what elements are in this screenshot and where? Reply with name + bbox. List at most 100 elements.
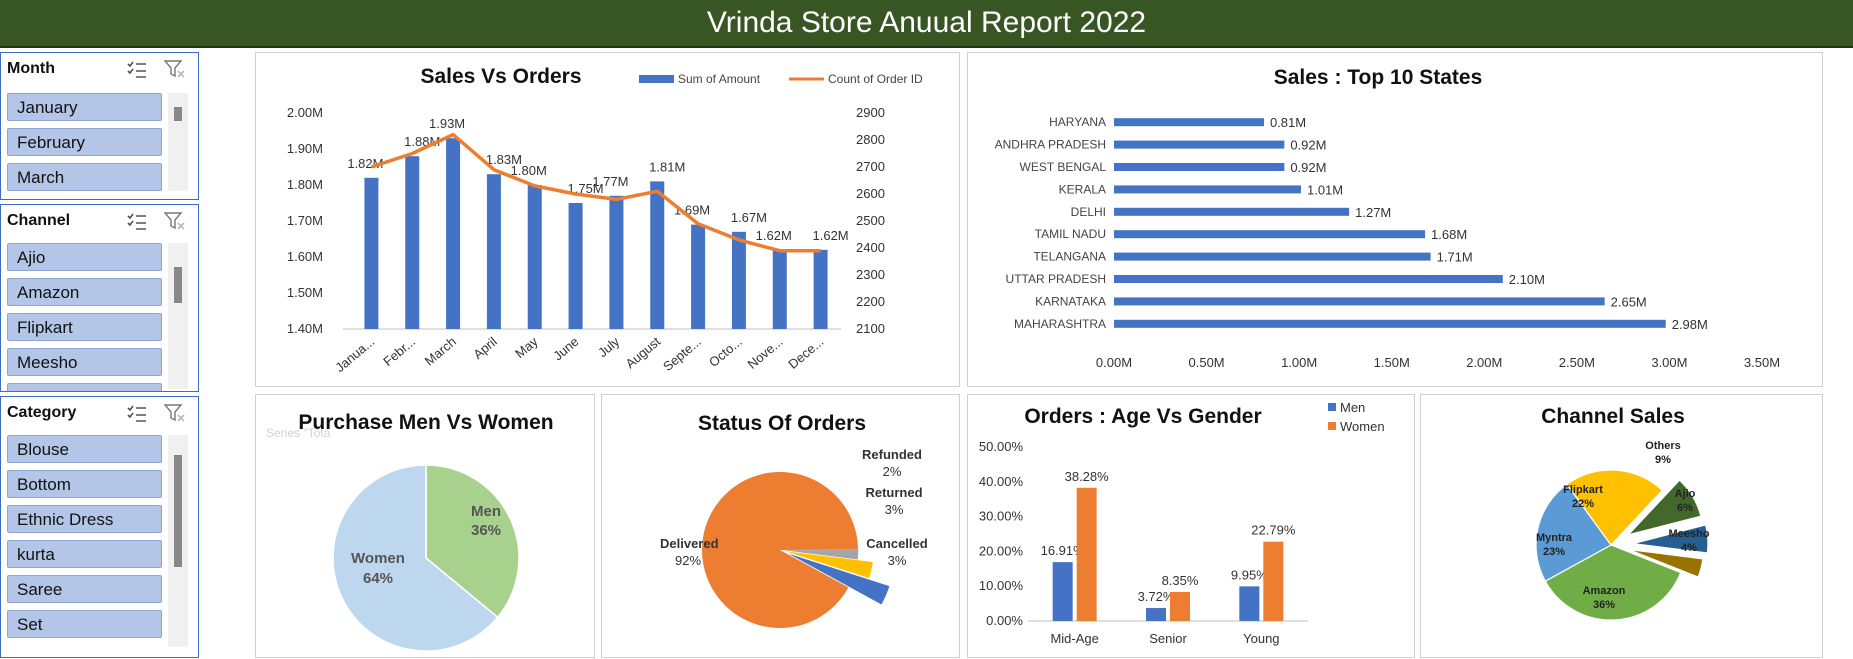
y-tick: 10.00% — [979, 578, 1024, 593]
slice-name: Women — [351, 550, 405, 567]
scroll-thumb[interactable] — [174, 107, 182, 121]
slice-label: 36% — [1593, 599, 1615, 611]
multi-select-icon[interactable] — [126, 211, 148, 231]
y-tick: 40.00% — [979, 474, 1024, 489]
legend-label: Men — [1340, 400, 1365, 415]
bar-age — [1052, 562, 1073, 621]
bar-state — [1114, 319, 1666, 328]
pie-slice — [702, 472, 858, 628]
x-tick: July — [595, 333, 623, 360]
x-tick: Young — [1243, 631, 1279, 646]
bar-age — [1263, 541, 1284, 621]
slicer-title: Channel — [7, 212, 71, 229]
x-tick: Nove... — [744, 334, 785, 372]
slicer-item-meesho[interactable]: Meesho — [7, 348, 162, 376]
y-tick-left: 1.60M — [287, 249, 323, 264]
slice-name: Flipkart — [1563, 484, 1603, 496]
y-tick: TELANGANA — [1033, 250, 1106, 264]
slicer-item-set[interactable]: Set — [7, 610, 162, 638]
slicer-scrollbar[interactable] — [168, 435, 188, 647]
channel-sales-panel[interactable]: Channel Sales Amazon 36% Myntra 23% Flipkart 2… — [1420, 394, 1823, 658]
x-tick: March — [422, 334, 459, 369]
bar-state — [1114, 185, 1301, 194]
x-tick: Janua... — [332, 334, 377, 375]
scroll-thumb[interactable] — [174, 455, 182, 567]
channel-slicer[interactable]: Channel Ajio Amazon Flipkart Meesho — [0, 204, 199, 392]
slicer-item-saree[interactable]: Saree — [7, 575, 162, 603]
slicer-item-kurta[interactable]: kurta — [7, 540, 162, 568]
slicer-item-blouse[interactable]: Blouse — [7, 435, 162, 463]
slicer-scrollbar[interactable] — [168, 243, 188, 389]
y-tick: UTTAR PRADESH — [1006, 272, 1106, 286]
slice-name: Delivered — [660, 536, 719, 551]
y-tick: MAHARASHTRA — [1014, 317, 1106, 331]
clear-filter-icon[interactable] — [164, 403, 186, 423]
slicer-item-january[interactable]: January — [7, 93, 162, 121]
clear-filter-icon[interactable] — [164, 59, 186, 79]
month-slicer[interactable]: Month January February March — [0, 52, 199, 200]
slicer-item-partial[interactable] — [7, 383, 162, 391]
x-tick: 1.50M — [1374, 355, 1410, 370]
y-tick: 20.00% — [979, 543, 1024, 558]
slicer-item-flipkart[interactable]: Flipkart — [7, 313, 162, 341]
slice-label: 3% — [885, 502, 904, 517]
scroll-thumb[interactable] — [174, 267, 182, 303]
legend-label: Women — [1340, 419, 1385, 434]
data-label: 1.62M — [813, 228, 849, 243]
slice-label: 22% — [1572, 498, 1594, 510]
y-tick: DELHI — [1071, 205, 1106, 219]
sales-vs-orders-panel[interactable]: Sales Vs Orders Sum of Amount Count of Ord… — [255, 52, 960, 387]
slicer-item-bottom[interactable]: Bottom — [7, 470, 162, 498]
y-tick-right: 2200 — [856, 294, 885, 309]
y-tick-right: 2100 — [856, 321, 885, 336]
pie-slice — [788, 553, 890, 605]
pie-slice — [425, 464, 520, 619]
multi-select-icon[interactable] — [126, 403, 148, 423]
top-states-chart: Sales : Top 10 States 0.00M 0.50M 1.00M 1.50… — [995, 66, 1780, 370]
slice-label: 92% — [675, 553, 701, 568]
slicer-item-february[interactable]: February — [7, 128, 162, 156]
multi-select-icon[interactable] — [126, 59, 148, 79]
slicer-item-march[interactable]: March — [7, 163, 162, 191]
age-vs-gender-panel[interactable]: Orders : Age Vs Gender 0.00% 10.00% 20.00% 3… — [967, 394, 1415, 658]
slicer-item-amazon[interactable]: Amazon — [7, 278, 162, 306]
y-tick-left: 1.80M — [287, 177, 323, 192]
slicer-item-ethnic-dress[interactable]: Ethnic Dress — [7, 505, 162, 533]
bar-age — [1239, 586, 1260, 621]
bar-amount — [691, 224, 706, 329]
x-tick: 1.00M — [1281, 355, 1317, 370]
top-states-panel[interactable]: Sales : Top 10 States 0.00M 0.50M 1.00M 1.50… — [967, 52, 1823, 387]
men-vs-women-panel[interactable]: Purchase Men Vs Women Series "Tota Men 36% W… — [255, 394, 595, 658]
x-tick: 3.00M — [1651, 355, 1687, 370]
chart-title: Purchase Men Vs Women — [298, 411, 553, 434]
x-tick: August — [623, 334, 664, 372]
legend-swatch — [1328, 422, 1336, 430]
bar-amount — [772, 249, 787, 329]
status-of-orders-panel[interactable]: Status Of Orders Delivered 92% Refunded 2% Re… — [601, 394, 960, 658]
bar-state — [1114, 252, 1431, 261]
y-tick-right: 2500 — [856, 213, 885, 228]
data-label: 1.83M — [486, 152, 522, 167]
clear-filter-icon[interactable] — [164, 211, 186, 231]
x-tick: Senior — [1149, 631, 1187, 646]
report-title: Vrinda Store Anuual Report 2022 — [0, 0, 1853, 48]
x-tick: June — [550, 334, 581, 364]
y-tick-right: 2400 — [856, 240, 885, 255]
y-tick: KARNATAKA — [1035, 294, 1106, 308]
y-tick: WEST BENGAL — [1020, 160, 1107, 174]
y-tick: 50.00% — [979, 439, 1024, 454]
slice-label: 9% — [1655, 454, 1671, 466]
data-label: 1.75M — [568, 181, 604, 196]
legend-swatch-amount — [639, 75, 674, 83]
data-label: 1.27M — [1355, 205, 1391, 220]
data-label: 3.72% — [1138, 589, 1175, 604]
category-slicer[interactable]: Category Blouse Bottom Ethnic Dress kurt… — [0, 396, 199, 658]
data-label: 1.68M — [1431, 227, 1467, 242]
data-label: 1.81M — [649, 159, 685, 174]
slicer-scrollbar[interactable] — [168, 93, 188, 191]
y-tick-left: 1.40M — [287, 321, 323, 336]
bar-amount — [446, 138, 461, 329]
data-label: 9.95% — [1231, 567, 1268, 582]
slicer-item-ajio[interactable]: Ajio — [7, 243, 162, 271]
channel-sales-chart: Channel Sales Amazon 36% Myntra 23% Flipkart 2… — [1535, 405, 1710, 621]
